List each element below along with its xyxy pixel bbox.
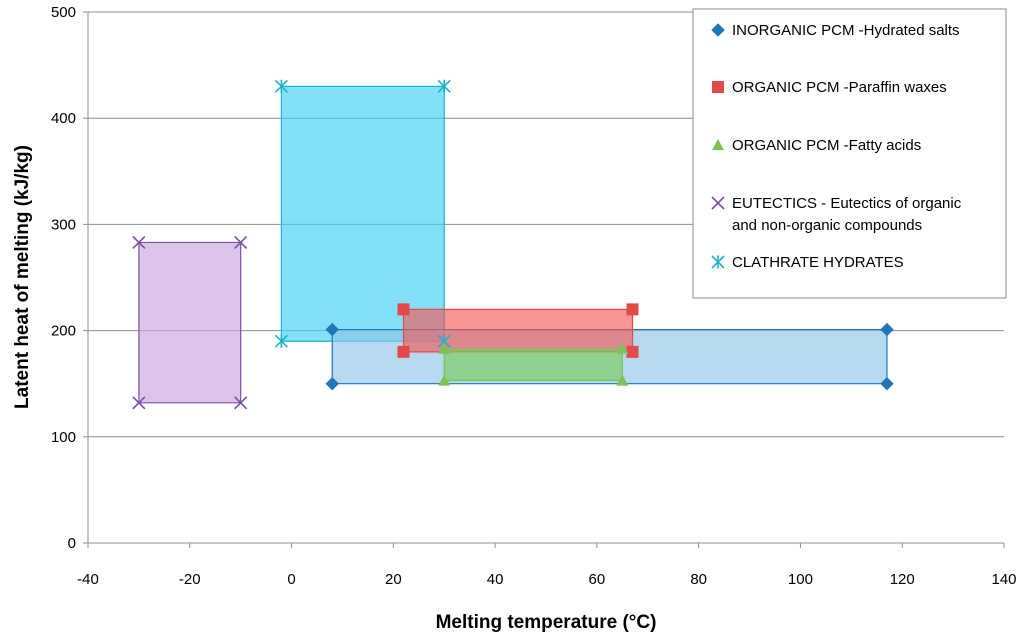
legend-marker-4: [711, 255, 725, 269]
y-tick-label: 0: [68, 535, 76, 552]
x-tick-label: 140: [991, 571, 1016, 588]
marker-layer: [132, 79, 894, 410]
data-point-series-0: [880, 322, 894, 337]
data-point-series-1: [397, 345, 410, 358]
x-tick-label: 0: [287, 571, 295, 588]
data-point-series-0: [880, 376, 894, 391]
y-axis-title: Latent heat of melting (kJ/kg): [12, 145, 33, 409]
marker-stroke: [234, 396, 248, 410]
legend: INORGANIC PCM -Hydrated salts ORGANIC PCM…: [692, 8, 1007, 299]
data-point-series-1: [397, 303, 410, 316]
legend-label: ORGANIC PCM -Paraffin waxes: [732, 79, 947, 96]
x-tick-label: 40: [487, 571, 504, 588]
legend-label: EUTECTICS - Eutectics of organic: [732, 195, 962, 212]
data-point-series-0: [325, 376, 339, 391]
x-tick-label: -20: [179, 571, 201, 588]
x-tick-label: 80: [690, 571, 707, 588]
data-point-series-3: [132, 235, 146, 250]
data-point-series-2: [616, 342, 629, 354]
x-tick-label: 60: [589, 571, 606, 588]
x-tick-label: -40: [77, 571, 99, 588]
legend-label: ORGANIC PCM -Fatty acids: [732, 137, 921, 154]
legend-marker-0: [711, 23, 725, 37]
legend-label: CLATHRATE HYDRATES: [732, 254, 904, 271]
y-tick-label: 500: [51, 4, 76, 21]
y-tick-label: 200: [51, 323, 76, 340]
data-layer: [138, 85, 888, 404]
marker-stroke: [234, 235, 248, 250]
series-area-2: [443, 348, 623, 382]
legend-label: and non-organic compounds: [732, 217, 922, 234]
data-point-series-2: [616, 374, 629, 386]
data-point-series-1: [626, 345, 639, 358]
data-point-series-4: [274, 79, 288, 93]
data-point-series-4: [274, 334, 288, 348]
marker-stroke: [132, 235, 146, 250]
x-tick-label: 20: [385, 571, 402, 588]
y-tick-label: 100: [51, 429, 76, 446]
y-tick-label: 300: [51, 216, 76, 233]
legend-box: [692, 8, 1007, 299]
data-point-series-3: [234, 396, 248, 410]
legend-marker-1: [712, 81, 724, 93]
series-area-1: [402, 308, 634, 353]
data-point-series-2: [438, 374, 451, 386]
data-point-series-3: [132, 396, 146, 410]
x-tick-label: 100: [788, 571, 813, 588]
data-point-series-1: [626, 303, 639, 316]
y-tick-label: 400: [51, 110, 76, 127]
axis-layer: 0 100 200 300 400 500 -40 -20 0 20 40 60 80 100 120 140: [51, 4, 1017, 588]
legend-marker-3: [711, 196, 725, 210]
series-area-3: [138, 241, 242, 404]
legend-label: INORGANIC PCM -Hydrated salts: [732, 22, 960, 39]
series-area-4: [280, 85, 445, 342]
data-point-series-2: [438, 342, 451, 354]
data-point-series-0: [325, 322, 339, 337]
legend-marker-2: [712, 139, 724, 151]
marker-stroke: [132, 396, 146, 410]
data-point-series-4: [437, 79, 451, 93]
x-tick-label: 120: [890, 571, 915, 588]
x-axis-title: Melting temperature (°C): [436, 612, 657, 633]
marker-stroke: [711, 196, 725, 210]
data-point-series-3: [234, 235, 248, 250]
